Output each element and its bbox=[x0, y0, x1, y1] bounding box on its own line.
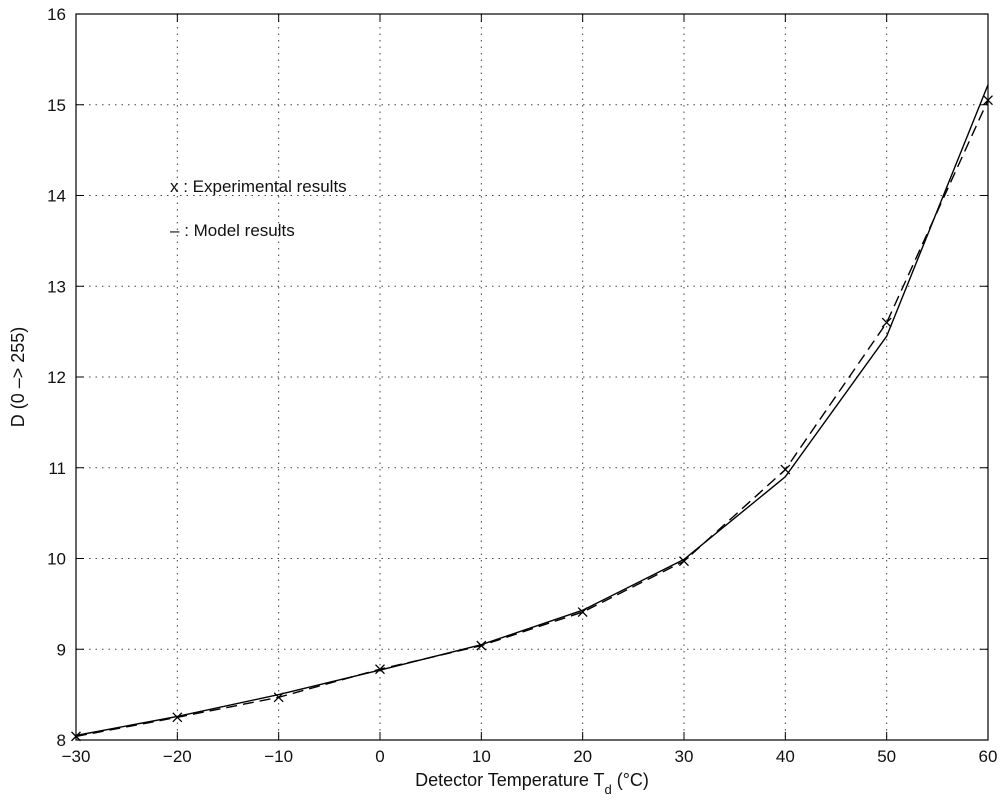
legend: x : Experimental results – : Model resul… bbox=[170, 177, 347, 240]
axis-ticks: −30 −20 −10 0 10 20 30 40 50 60 8 9 10 11 12 13 14 15 16 bbox=[47, 5, 997, 766]
x-tick-label: −20 bbox=[163, 747, 192, 766]
x-tick-label: 10 bbox=[472, 747, 491, 766]
grid-lines bbox=[76, 14, 988, 740]
y-tick-label: 9 bbox=[57, 640, 66, 659]
legend-entry-experimental: x : Experimental results bbox=[170, 177, 347, 196]
data-point-marker bbox=[476, 640, 487, 651]
series-layer bbox=[75, 84, 989, 738]
data-point-marker bbox=[780, 464, 791, 475]
x-tick-label: 20 bbox=[573, 747, 592, 766]
y-tick-label: 8 bbox=[57, 731, 66, 750]
data-point-marker bbox=[881, 317, 892, 328]
data-point-marker bbox=[375, 664, 385, 675]
x-tick-label: −10 bbox=[264, 747, 293, 766]
y-tick-label: 15 bbox=[47, 96, 66, 115]
series-line-model bbox=[75, 99, 989, 738]
x-tick-label: 50 bbox=[877, 747, 896, 766]
y-tick-label: 13 bbox=[47, 277, 66, 296]
x-tick-label: −30 bbox=[62, 747, 91, 766]
x-axis-label: Detector Temperature Td (°C) bbox=[415, 770, 649, 797]
y-tick-label: 10 bbox=[47, 550, 66, 569]
y-tick-label: 11 bbox=[48, 459, 66, 478]
marker-layer bbox=[71, 95, 993, 742]
y-tick-label: 16 bbox=[47, 5, 66, 24]
x-tick-label: 40 bbox=[776, 747, 795, 766]
data-point-marker bbox=[679, 556, 689, 567]
legend-entry-model: – : Model results bbox=[170, 221, 295, 240]
y-axis-label: D (0 –> 255) bbox=[8, 327, 28, 428]
x-tick-label: 0 bbox=[375, 747, 384, 766]
y-tick-label: 12 bbox=[47, 368, 66, 387]
x-tick-label: 30 bbox=[675, 747, 694, 766]
data-point-marker bbox=[71, 731, 81, 742]
data-point-marker bbox=[172, 712, 183, 723]
x-tick-label: 60 bbox=[979, 747, 998, 766]
data-point-marker bbox=[983, 95, 993, 106]
data-point-marker bbox=[273, 692, 284, 703]
data-point-marker bbox=[577, 607, 588, 618]
series-line-experimental bbox=[75, 84, 989, 737]
y-tick-label: 14 bbox=[47, 187, 66, 206]
